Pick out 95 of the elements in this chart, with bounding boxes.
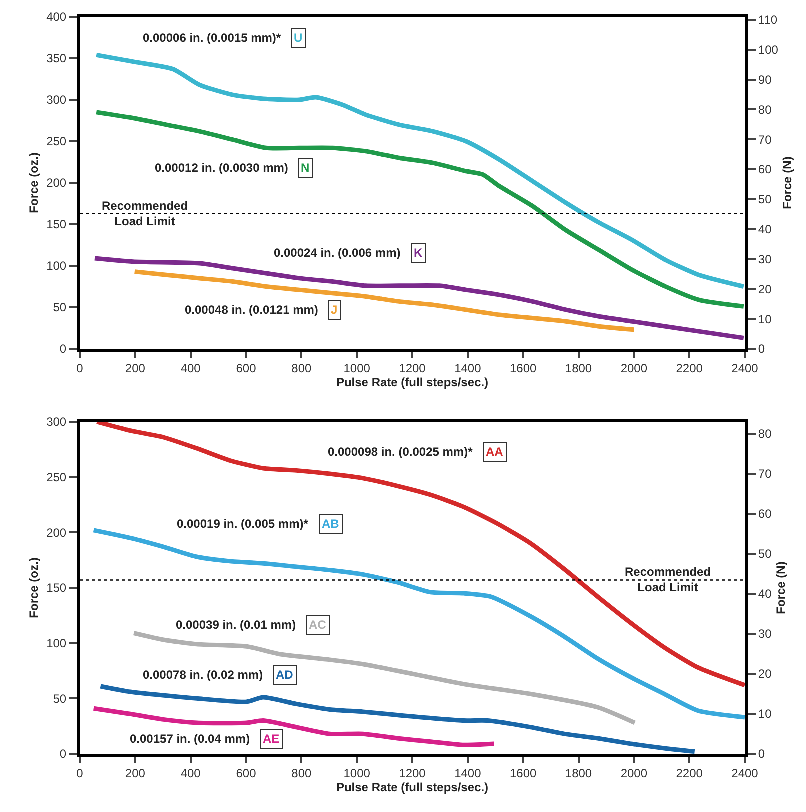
annotation: AE: [263, 732, 280, 746]
x-tick-label: 800: [292, 361, 312, 376]
x-tick-label: 0: [76, 361, 84, 376]
annotation: K: [414, 246, 423, 260]
y2-tick-label: 20: [758, 667, 772, 682]
y-tick-label: 150: [46, 581, 67, 596]
y-tick-label: 250: [46, 134, 67, 149]
x-tick-label: 800: [292, 766, 312, 780]
y2-tick-label: 70: [758, 467, 772, 482]
series-label: 0.00024 in. (0.006 mm): [274, 246, 401, 260]
y-tick-label: 50: [53, 692, 67, 706]
y2-tick-label: 10: [758, 312, 772, 326]
x-tick-label: 0: [76, 766, 84, 780]
series-label: 0.00006 in. (0.0015 mm)*: [143, 31, 282, 45]
series-label: 0.000098 in. (0.0025 mm)*: [328, 445, 474, 459]
annotation: U: [294, 31, 303, 45]
y2-tick-label: 90: [758, 73, 772, 88]
x-tick-label: 1200: [399, 361, 426, 376]
y-tick-label: 100: [46, 636, 67, 651]
y2-tick-label: 70: [758, 132, 772, 147]
y2-tick-label: 40: [758, 587, 772, 602]
y-tick-label: 200: [46, 526, 67, 540]
x-axis-title: Pulse Rate (full steps/sec.): [336, 375, 489, 390]
y2-tick-label: 20: [758, 282, 772, 296]
y2-tick-label: 60: [758, 162, 772, 177]
x-tick-label: 2000: [620, 361, 648, 376]
y-tick-label: 0: [60, 342, 67, 356]
y-tick-label: 0: [60, 747, 67, 762]
x-tick-label: 600: [236, 361, 257, 376]
x-tick-label: 1800: [565, 361, 592, 376]
x-tick-label: 1600: [510, 766, 537, 780]
annotation: AC: [309, 618, 327, 632]
x-tick-label: 1200: [399, 766, 426, 780]
x-tick-label: 1800: [565, 766, 592, 780]
annotation: AA: [486, 445, 504, 459]
y2-tick-label: 30: [758, 627, 772, 642]
y-tick-label: 50: [53, 300, 67, 315]
line-series: [98, 684, 698, 754]
annotation: N: [301, 161, 310, 175]
line-series: [132, 631, 638, 726]
y2-tick-label: 50: [758, 192, 772, 207]
y2-tick-label: 100: [758, 43, 779, 58]
x-axis-title: Pulse Rate (full steps/sec.): [336, 780, 489, 794]
x-tick-label: 400: [180, 766, 202, 780]
x-tick-label: 2400: [732, 361, 759, 376]
x-tick-label: 200: [125, 361, 146, 376]
series-label: 0.00039 in. (0.01 mm): [176, 618, 296, 632]
y2-tick-label: 110: [758, 13, 778, 28]
series-label: 0.00078 in. (0.02 mm): [143, 668, 264, 682]
series-label: 0.00048 in. (0.0121 mm): [185, 303, 318, 317]
y-tick-label: 200: [46, 176, 67, 190]
series-label: 0.00019 in. (0.005 mm)*: [177, 517, 309, 531]
y2-tick-label: 0: [758, 342, 766, 356]
y-tick-label: 300: [46, 415, 67, 430]
y2-tick-label: 30: [758, 252, 772, 266]
series-label: 0.00012 in. (0.0030 mm): [155, 161, 288, 175]
y2-tick-label: 10: [758, 707, 772, 722]
line-series: [94, 422, 745, 688]
x-tick-label: 1600: [510, 361, 537, 376]
annotation: AD: [276, 668, 294, 682]
line-series: [92, 706, 496, 748]
y2-tick-label: 0: [758, 747, 766, 762]
line-series: [132, 270, 636, 332]
y2-tick-label: 40: [758, 222, 772, 237]
y2-axis-title: Force (N): [780, 156, 795, 210]
x-tick-label: 1400: [454, 766, 482, 780]
y-axis-title: Force (oz.): [26, 152, 41, 214]
y-tick-label: 250: [46, 470, 67, 485]
y2-tick-label: 50: [758, 547, 772, 562]
x-tick-label: 2200: [676, 361, 704, 376]
x-tick-label: 200: [125, 766, 146, 780]
y-tick-label: 400: [46, 10, 67, 24]
series-label: 0.00157 in. (0.04 mm): [130, 732, 250, 746]
y2-tick-label: 60: [758, 507, 772, 522]
x-tick-label: 2000: [620, 766, 648, 780]
x-tick-label: 2400: [732, 766, 759, 780]
line-series: [94, 52, 745, 289]
y2-tick-label: 80: [758, 427, 772, 442]
ref-line-label: Recommended Load Limit: [102, 199, 188, 229]
y-tick-label: 350: [46, 52, 67, 66]
x-tick-label: 1000: [344, 361, 371, 376]
annotation: J: [331, 303, 338, 317]
x-tick-label: 2200: [676, 766, 704, 780]
y-tick-label: 150: [46, 218, 67, 232]
y-axis-title: Force (oz.): [26, 558, 41, 618]
ref-line-label: Recommended Load Limit: [625, 565, 712, 595]
y2-tick-label: 80: [758, 102, 772, 117]
x-tick-label: 600: [236, 766, 257, 780]
x-tick-label: 1400: [454, 361, 482, 376]
y-tick-label: 300: [46, 93, 67, 108]
y-tick-label: 100: [46, 259, 67, 274]
x-tick-label: 1000: [344, 766, 371, 780]
y2-axis-title: Force (N): [774, 562, 788, 614]
x-tick-label: 400: [180, 361, 202, 376]
annotation: AB: [322, 517, 340, 531]
